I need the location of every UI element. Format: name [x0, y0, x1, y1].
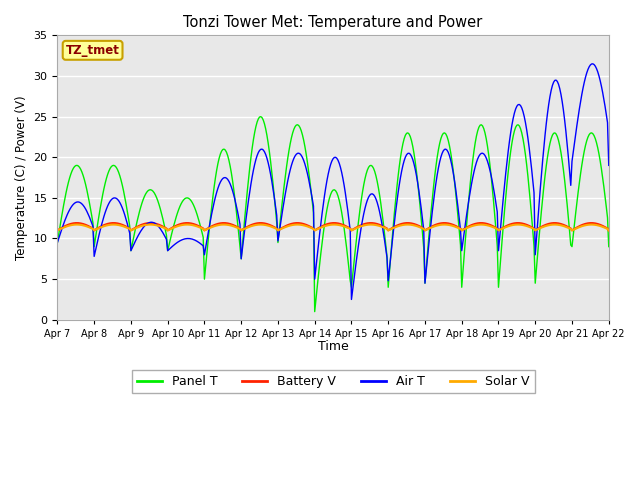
Air T — [79, 203, 87, 208]
Line: Battery V: Battery V — [58, 223, 609, 230]
Solar V — [605, 228, 612, 233]
Panel T — [134, 214, 142, 219]
Panel T — [311, 309, 319, 314]
Air T — [54, 240, 61, 245]
Solar V — [73, 222, 81, 228]
Air T — [355, 240, 363, 246]
Air T — [589, 61, 596, 67]
Text: TZ_tmet: TZ_tmet — [66, 44, 120, 57]
Legend: Panel T, Battery V, Air T, Solar V: Panel T, Battery V, Air T, Solar V — [132, 370, 534, 393]
Panel T — [428, 196, 436, 202]
Battery V — [516, 220, 524, 226]
Panel T — [356, 206, 364, 212]
Air T — [134, 233, 142, 239]
Solar V — [136, 224, 143, 229]
Battery V — [605, 228, 612, 233]
Line: Solar V: Solar V — [58, 225, 609, 230]
Battery V — [428, 224, 435, 230]
Air T — [428, 219, 435, 225]
Panel T — [54, 240, 61, 245]
Line: Panel T: Panel T — [58, 117, 609, 312]
Battery V — [283, 223, 291, 228]
Air T — [282, 191, 289, 197]
Battery V — [54, 228, 61, 233]
Battery V — [136, 223, 143, 228]
Panel T — [79, 173, 87, 179]
Panel T — [257, 114, 264, 120]
Panel T — [283, 164, 291, 170]
Battery V — [73, 220, 81, 226]
Air T — [605, 162, 612, 168]
Solar V — [283, 224, 291, 229]
X-axis label: Time: Time — [317, 340, 348, 353]
Solar V — [428, 225, 435, 230]
Solar V — [355, 224, 363, 230]
Title: Tonzi Tower Met: Temperature and Power: Tonzi Tower Met: Temperature and Power — [184, 15, 483, 30]
Air T — [348, 297, 355, 302]
Panel T — [518, 130, 525, 136]
Line: Air T: Air T — [58, 64, 609, 300]
Panel T — [605, 244, 612, 250]
Solar V — [54, 228, 61, 233]
Battery V — [355, 223, 363, 229]
Solar V — [516, 222, 524, 228]
Battery V — [81, 222, 88, 228]
Y-axis label: Temperature (C) / Power (V): Temperature (C) / Power (V) — [15, 95, 28, 260]
Air T — [516, 103, 524, 108]
Solar V — [81, 223, 88, 228]
